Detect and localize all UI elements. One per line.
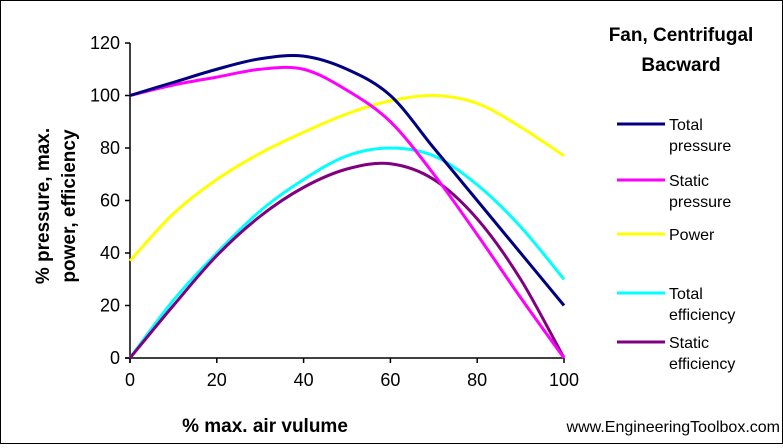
x-tick-label: 60 xyxy=(380,370,400,390)
chart-title-line-1: Fan, Centrifugal xyxy=(609,25,754,46)
y-tick-label: 100 xyxy=(90,86,120,106)
y-tick-label: 0 xyxy=(110,348,120,368)
x-axis-title: % max. air vulume xyxy=(182,416,348,437)
series-line-0 xyxy=(129,53,566,307)
chart-axes: 0 20 40 60 80 100 120 0 20 40 60 80 100 xyxy=(90,33,579,390)
series-line-3 xyxy=(128,146,566,359)
y-tick-label: 120 xyxy=(90,33,120,53)
legend-label-4-1: efficiency xyxy=(669,356,735,373)
chart-series-group xyxy=(128,53,566,359)
source-credit: www.EngineeringToolbox.com xyxy=(566,419,780,436)
y-tick-label: 40 xyxy=(100,243,120,263)
legend-label-2-0: Power xyxy=(669,227,715,244)
legend-label-3-0: Total xyxy=(669,286,703,303)
legend-label-3-1: efficiency xyxy=(669,307,735,324)
y-tick-label: 60 xyxy=(100,191,120,211)
legend-label-4-0: Static xyxy=(669,335,709,352)
legend-label-0-1: pressure xyxy=(669,138,731,155)
y-axis-title-line-2: power, efficiency xyxy=(59,129,80,283)
legend-label-1-1: pressure xyxy=(669,194,731,211)
y-tick-label: 80 xyxy=(100,138,120,158)
series-line-4 xyxy=(128,161,566,359)
chart-legend: Total pressure Static pressure Power Total eff… xyxy=(617,117,735,373)
series-line-1 xyxy=(129,65,566,359)
y-axis-title-line-1: % pressure, max. xyxy=(33,128,54,284)
x-tick-label: 40 xyxy=(294,370,314,390)
x-tick-label: 20 xyxy=(207,370,227,390)
series-line-2 xyxy=(128,93,565,262)
x-tick-label: 0 xyxy=(125,370,135,390)
legend-label-1-0: Static xyxy=(669,173,709,190)
chart-title-line-2: Bacward xyxy=(641,55,720,76)
legend-label-0-0: Total xyxy=(669,117,703,134)
y-tick-label: 20 xyxy=(100,296,120,316)
x-tick-label: 80 xyxy=(467,370,487,390)
x-tick-label: 100 xyxy=(549,370,579,390)
